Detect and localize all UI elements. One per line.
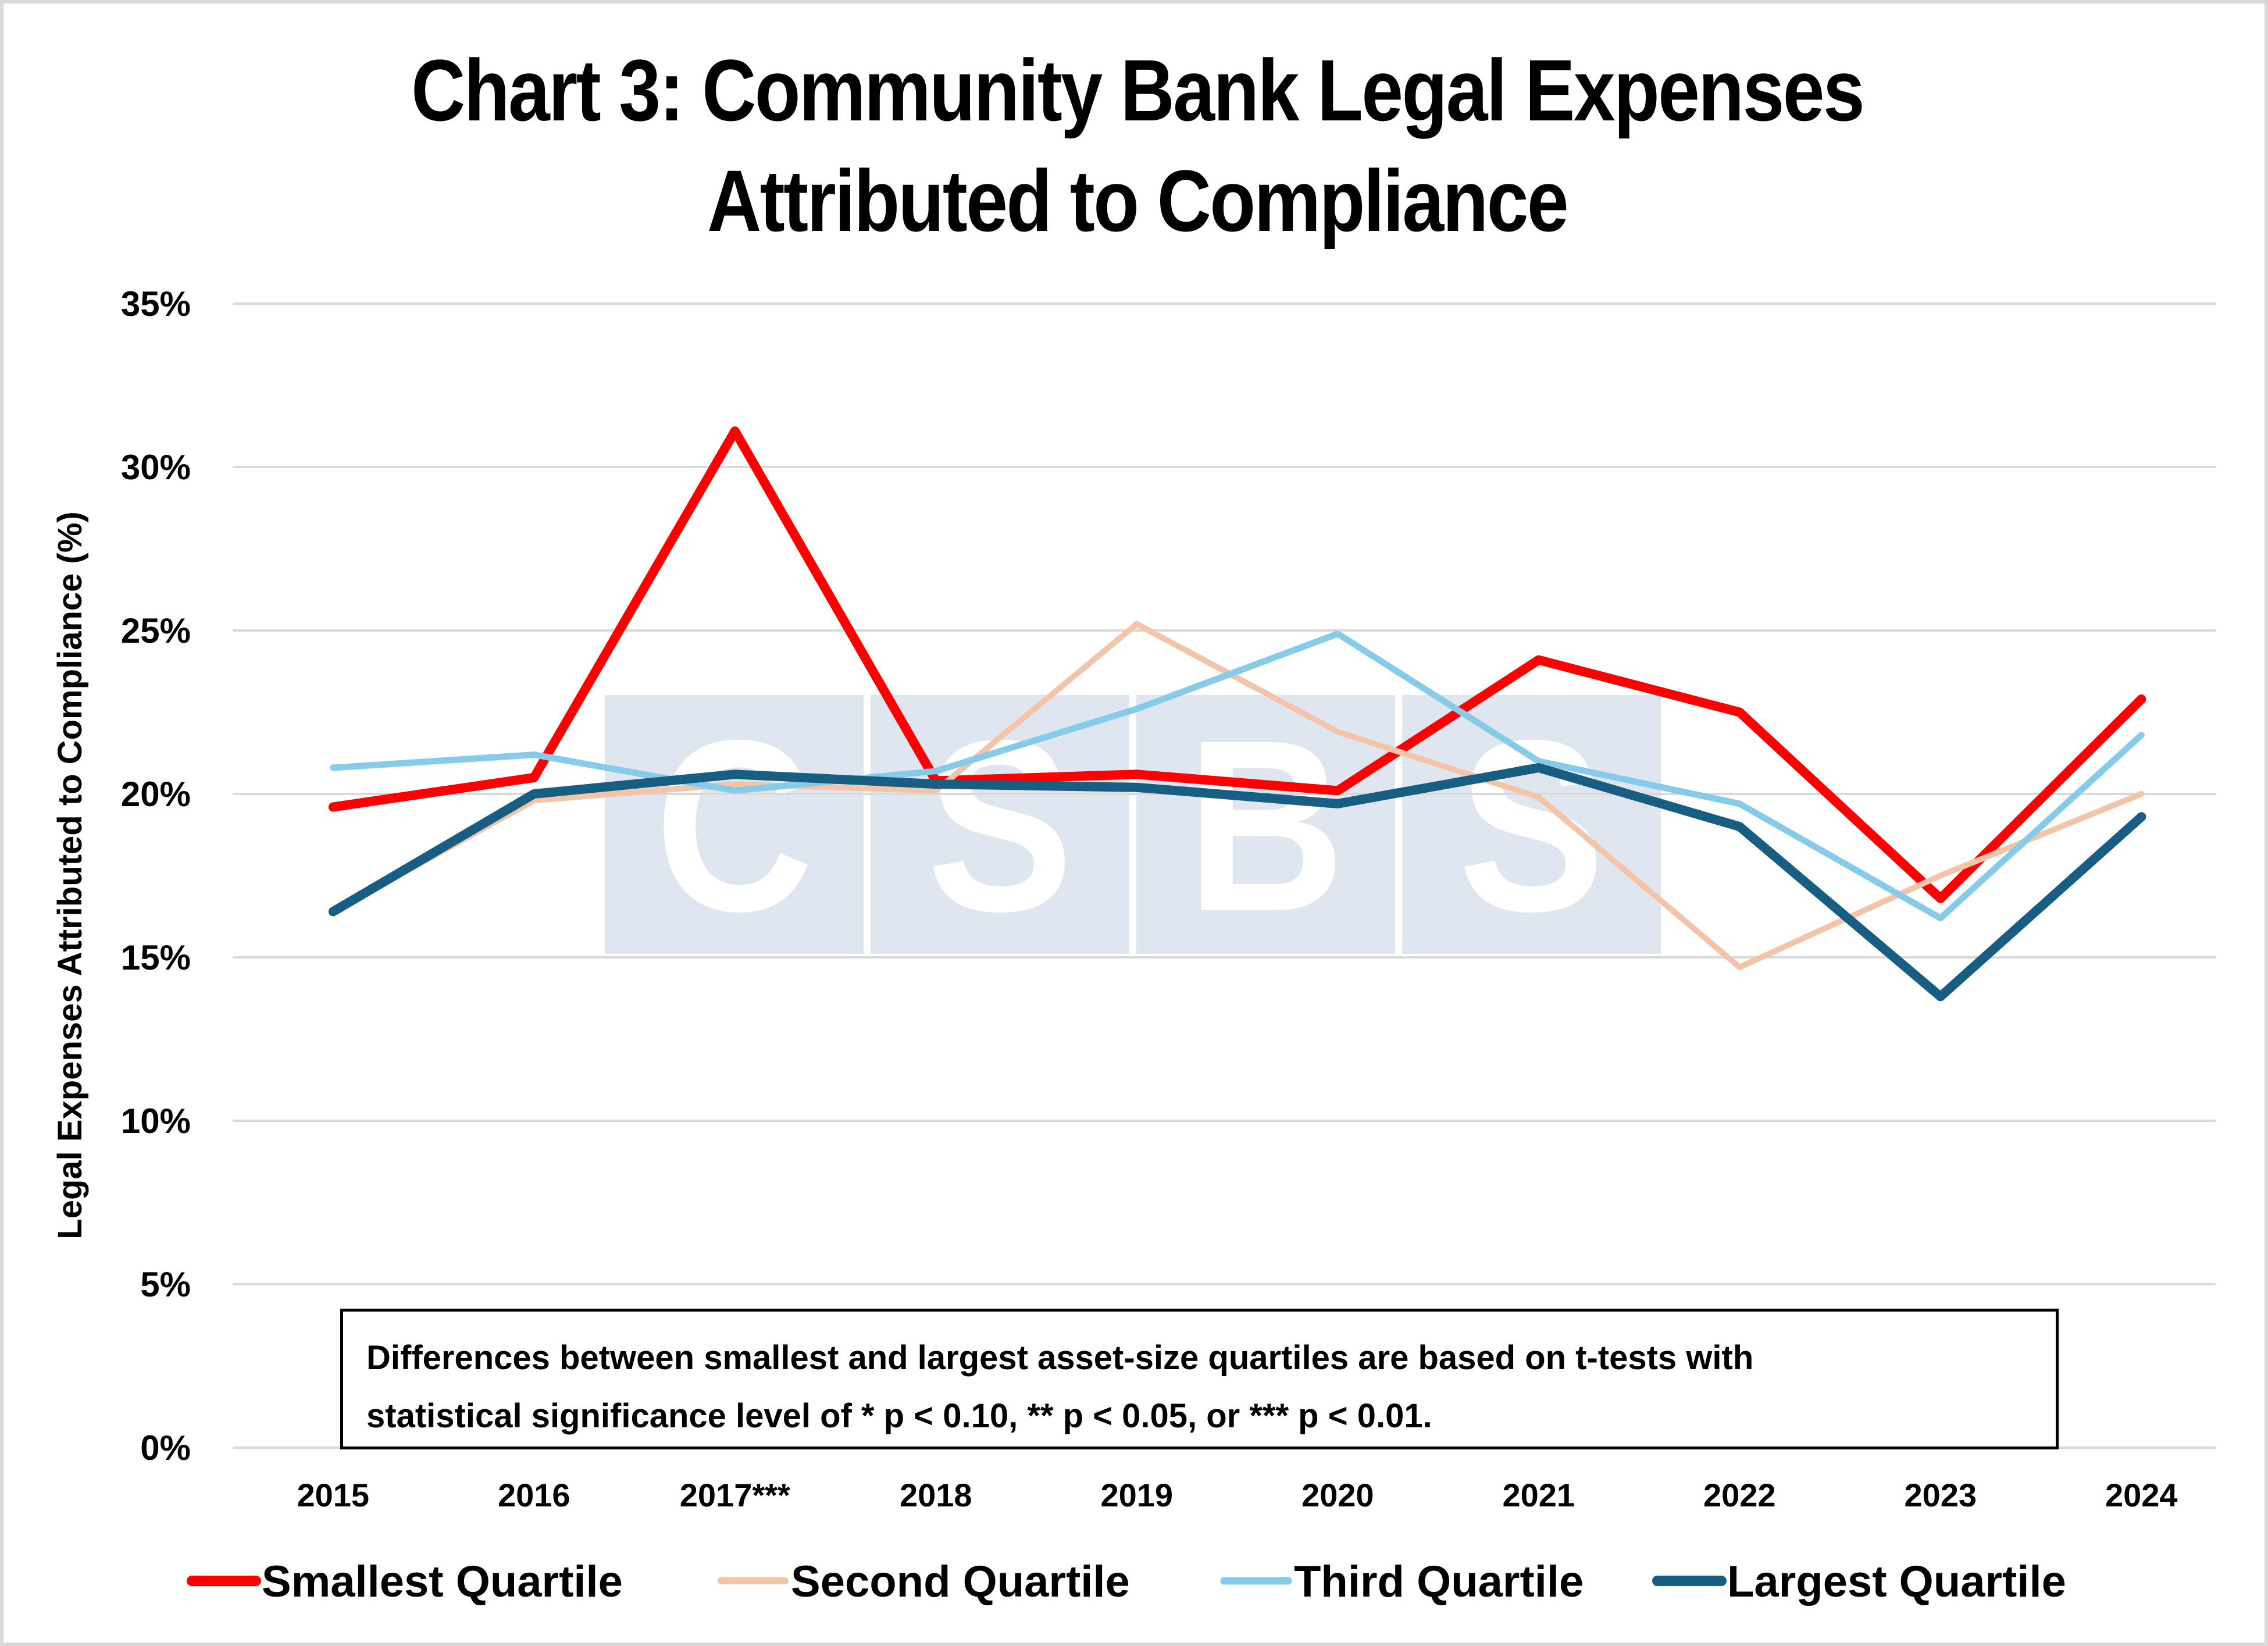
chart-title: Chart 3: Community Bank Legal Expenses A… <box>162 35 2113 256</box>
series-line-third-quartile <box>330 630 2145 922</box>
x-tick-label: 2019 <box>1100 1477 1173 1513</box>
series-lines <box>328 426 2146 1002</box>
y-tick-label: 15% <box>121 938 191 977</box>
significance-note: Differences between smallest and largest… <box>340 1309 2059 1449</box>
watermark-letter: B <box>1186 689 1345 962</box>
legend-label: Smallest Quartile <box>262 1557 623 1606</box>
legend-label: Third Quartile <box>1294 1557 1584 1606</box>
watermark-letter: C <box>655 689 814 962</box>
y-axis-ticks: 0% 5% 10% 15% 20% 25% 30% 35% <box>121 284 191 1467</box>
watermark-tile <box>605 695 864 954</box>
y-tick-label: 5% <box>140 1265 191 1304</box>
watermark-letter: S <box>1458 689 1604 962</box>
series-line-largest-quartile <box>328 763 2146 1002</box>
legend-item-second-quartile: Second Quartile <box>718 1557 1130 1606</box>
y-axis-title: Legal Expenses Attributed to Compliance … <box>51 511 89 1239</box>
legend-item-smallest-quartile: Smallest Quartile <box>187 1557 623 1606</box>
chart-title-line-2: Attributed to Compliance <box>707 152 1568 250</box>
x-tick-label: 2016 <box>498 1477 570 1513</box>
x-tick-label: 2020 <box>1301 1477 1374 1513</box>
y-tick-label: 25% <box>121 611 191 650</box>
y-tick-label: 10% <box>121 1102 191 1141</box>
x-tick-label: 2018 <box>900 1477 972 1513</box>
series-line-smallest-quartile <box>328 426 2146 903</box>
series-line-second-quartile <box>330 621 2145 970</box>
legend-label: Largest Quartile <box>1727 1557 2066 1606</box>
x-tick-label: 2017*** <box>680 1477 790 1513</box>
x-tick-label: 2023 <box>1904 1477 1977 1513</box>
y-tick-label: 0% <box>140 1428 191 1467</box>
watermark-tile <box>1402 695 1661 954</box>
y-tick-label: 20% <box>121 775 191 814</box>
x-tick-label: 2015 <box>297 1477 369 1513</box>
legend-item-third-quartile: Third Quartile <box>1220 1557 1584 1606</box>
watermark-letter: S <box>926 689 1073 962</box>
chart-title-line-1: Chart 3: Community Bank Legal Expenses <box>411 41 1865 139</box>
significance-note-line-1: Differences between smallest and largest… <box>366 1339 1754 1377</box>
legend: Smallest Quartile Second Quartile Third Qu… <box>187 1557 2066 1606</box>
x-tick-label: 2021 <box>1502 1477 1575 1513</box>
y-tick-label: 35% <box>121 284 191 323</box>
legend-label: Second Quartile <box>791 1557 1130 1606</box>
y-tick-label: 30% <box>121 448 191 487</box>
x-tick-label: 2024 <box>2105 1477 2178 1513</box>
x-tick-label: 2022 <box>1703 1477 1776 1513</box>
legend-item-largest-quartile: Largest Quartile <box>1652 1557 2066 1606</box>
x-axis-ticks: 2015 2016 2017*** 2018 2019 2020 2021 2022 2023 2… <box>297 1477 2177 1513</box>
significance-note-line-2: statistical significance level of * p < … <box>366 1397 1432 1435</box>
